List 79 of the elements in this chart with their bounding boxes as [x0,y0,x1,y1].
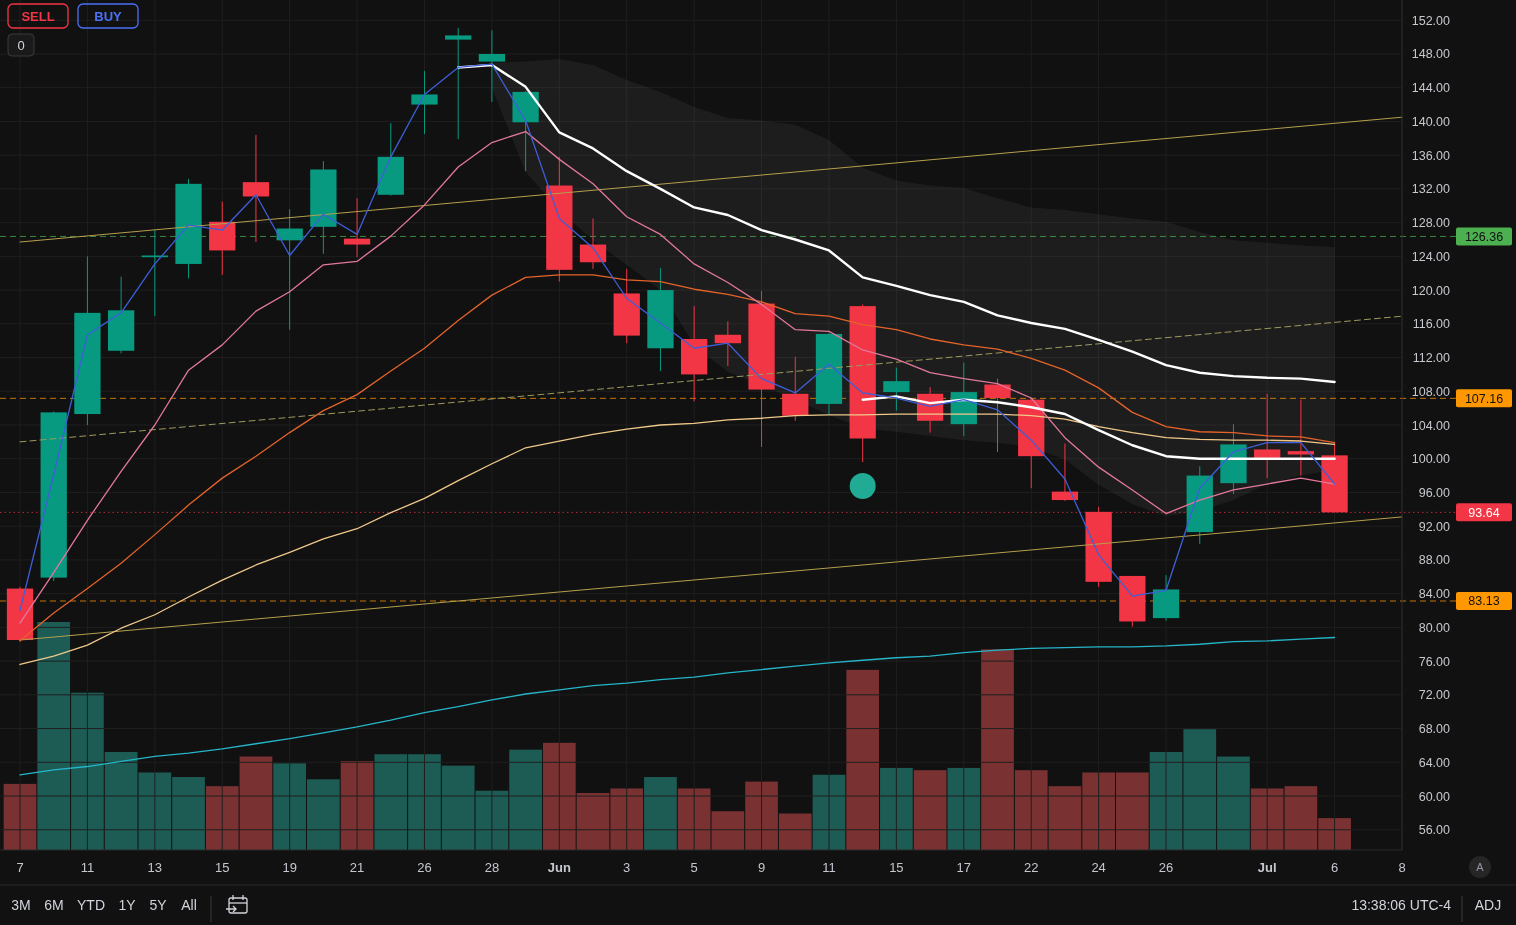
y-tick-label: 96.00 [1418,485,1451,500]
bar [846,669,880,850]
text: YTD [77,897,105,913]
x-tick-label: Jun [547,860,571,875]
x-tick-label: 26 [417,860,432,875]
annotation: SELL [21,8,55,24]
y-tick-label: 100.00 [1411,452,1451,467]
x-tick-label: 17 [956,860,972,875]
y-tick-label: 116.00 [1412,317,1451,332]
y-tick-label: 72.00 [1418,688,1451,703]
x-tick-label: Jul [1257,860,1277,875]
bar [644,777,677,850]
candlestick [714,320,741,367]
candlestick [478,29,506,103]
line-series [19,636,1336,776]
y-tick-label: 80.00 [1418,620,1451,635]
annotation: BUY [94,8,123,24]
text: 6M [44,897,64,913]
line-series [19,274,1336,642]
line-series [19,413,1336,666]
candlestick [1287,399,1315,477]
y-tick-label: 152.00 [1411,13,1451,28]
text: 3M [11,897,31,913]
bar [913,770,947,850]
y-tick-label: 84.00 [1418,587,1451,602]
x-tick-label: 5 [690,860,698,875]
x-tick-label: 15 [889,860,904,875]
y-tick-label: 132.00 [1411,182,1451,197]
ref-line-label: 93.64 [1468,505,1500,520]
x-tick-label: 13 [147,860,163,875]
ref-line-label: 107.16 [1464,391,1504,406]
x-tick-label: 28 [484,860,500,875]
x-tick-label: 22 [1023,860,1039,875]
y-tick-label: 140.00 [1411,114,1451,129]
y-tick-label: 128.00 [1411,216,1451,231]
y-tick-label: 68.00 [1418,722,1451,737]
y-tick-label: 56.00 [1418,823,1451,838]
x-tick-label: 24 [1091,860,1106,875]
y-tick-label: 92.00 [1418,519,1451,534]
x-tick-label: 8 [1398,860,1406,875]
x-tick-label: 3 [623,860,631,875]
ref-line-label: 83.13 [1468,594,1500,609]
candlestick [1254,393,1281,479]
x-tick-label: 6 [1330,860,1339,875]
x-tick-label: 11 [822,860,836,875]
y-tick-label: 144.00 [1411,81,1451,96]
y-tick-label: 104.00 [1411,418,1451,433]
bar [947,767,981,850]
text: All [181,897,197,913]
text: ADJ [1474,897,1502,913]
y-tick-label: 136.00 [1411,148,1451,163]
annotation: 0 [17,37,25,53]
text: 13:38:06 UTC-4 [1351,897,1452,913]
x-tick-label: 9 [757,860,766,875]
x-tick-label: 26 [1158,860,1174,875]
y-tick-label: 112.00 [1412,351,1451,366]
text: 5Y [149,897,168,913]
y-tick-label: 60.00 [1418,789,1451,804]
y-tick-label: 76.00 [1418,654,1451,669]
bar [880,767,913,850]
y-tick-label: 124.00 [1411,249,1451,264]
x-tick-label: 21 [349,860,365,875]
y-tick-label: 64.00 [1418,755,1451,770]
candlestick [242,134,270,243]
line-series [457,63,1336,384]
text: A [1476,861,1485,873]
x-tick-label: 15 [215,860,230,875]
y-tick-label: 120.00 [1411,283,1451,298]
y-tick-label: 108.00 [1411,384,1451,399]
y-tick-label: 88.00 [1418,553,1451,568]
x-tick-label: 11 [80,860,95,875]
line-series [861,395,1336,460]
ref-line-label: 126.36 [1464,229,1504,244]
x-tick-label: 7 [16,860,24,875]
text: 1Y [118,897,137,913]
x-tick-label: 19 [282,860,297,875]
candlestick [445,27,472,140]
candlestick [343,197,371,258]
y-tick-label: 148.00 [1411,47,1451,62]
